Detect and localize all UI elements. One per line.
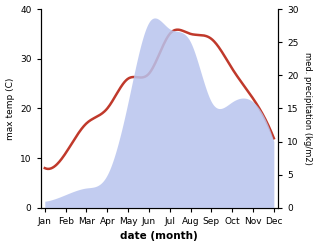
- Y-axis label: med. precipitation (kg/m2): med. precipitation (kg/m2): [303, 52, 313, 165]
- Y-axis label: max temp (C): max temp (C): [5, 77, 15, 140]
- X-axis label: date (month): date (month): [121, 231, 198, 242]
